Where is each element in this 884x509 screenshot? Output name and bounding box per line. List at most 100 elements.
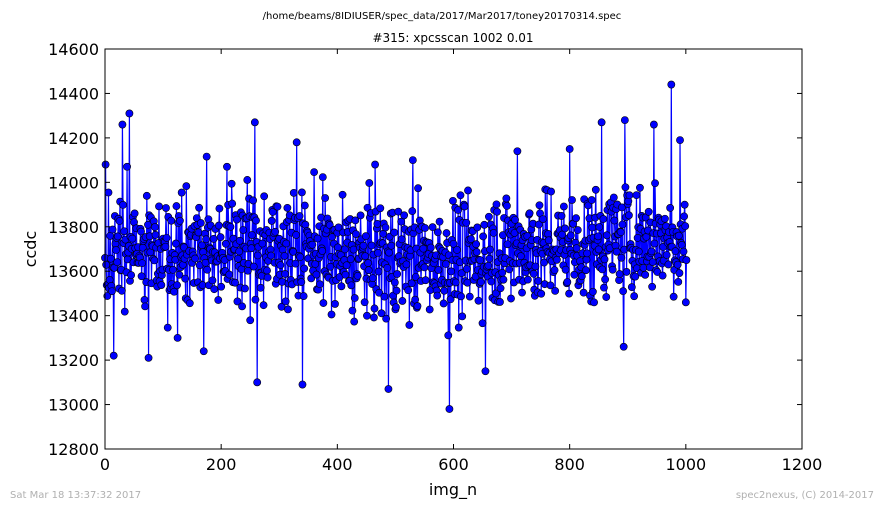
data-point	[327, 310, 336, 319]
data-point	[681, 298, 690, 307]
data-point	[577, 272, 586, 281]
data-point	[376, 204, 385, 213]
data-point	[625, 191, 634, 200]
data-point	[496, 284, 505, 293]
data-point	[278, 277, 287, 286]
data-point	[202, 235, 210, 244]
data-point	[350, 294, 359, 302]
data-point	[144, 220, 152, 229]
data-point	[267, 251, 276, 260]
data-point	[499, 275, 508, 284]
data-point	[433, 291, 442, 300]
data-point	[478, 319, 487, 328]
data-point	[347, 281, 356, 290]
data-point	[196, 219, 205, 227]
data-point	[513, 147, 522, 156]
data-point	[563, 278, 572, 286]
data-point	[600, 283, 608, 292]
data-point	[120, 227, 129, 236]
data-point	[252, 216, 260, 225]
data-point	[568, 196, 576, 204]
data-point	[185, 299, 194, 308]
data-point	[402, 260, 411, 269]
data-point	[633, 233, 642, 242]
y-tick-label: 13000	[48, 396, 99, 415]
data-point	[169, 265, 177, 274]
data-point	[544, 230, 553, 238]
data-point	[276, 261, 285, 270]
data-point	[208, 276, 217, 285]
data-point	[608, 265, 617, 274]
data-point	[671, 247, 680, 256]
data-point	[647, 247, 656, 256]
data-point	[472, 248, 481, 256]
y-tick-label: 14600	[48, 40, 99, 59]
data-point	[268, 207, 277, 216]
data-point	[338, 190, 347, 199]
data-point	[316, 280, 324, 289]
data-point	[371, 160, 379, 169]
data-point	[546, 281, 555, 290]
data-point	[365, 179, 374, 187]
data-point	[353, 271, 362, 280]
data-point	[317, 213, 325, 222]
data-point	[503, 201, 511, 210]
data-point	[180, 243, 188, 252]
data-point	[479, 232, 488, 241]
chart-suptitle: /home/beams/8IDIUSER/spec_data/2017/Mar2…	[263, 11, 622, 22]
data-point	[300, 201, 309, 210]
data-point	[177, 188, 186, 197]
data-point	[602, 231, 611, 240]
data-series	[101, 80, 691, 413]
data-point	[599, 215, 608, 223]
data-point	[283, 203, 292, 212]
data-point	[390, 228, 399, 237]
y-tick-label: 13400	[48, 307, 99, 326]
data-point	[215, 204, 224, 213]
data-point	[589, 287, 597, 296]
data-point	[458, 312, 467, 321]
data-point	[151, 223, 159, 231]
data-point	[516, 252, 525, 261]
data-point	[250, 118, 259, 127]
data-point	[561, 224, 569, 233]
data-point	[487, 277, 496, 286]
data-point	[319, 299, 328, 307]
data-point	[349, 245, 358, 254]
data-point	[102, 260, 111, 269]
data-point	[446, 295, 455, 304]
data-point	[256, 283, 265, 292]
data-point	[217, 282, 226, 291]
data-point	[625, 211, 633, 220]
data-point	[632, 191, 641, 200]
y-tick-label: 14400	[48, 84, 99, 103]
data-point	[397, 235, 406, 244]
data-point	[421, 276, 430, 285]
data-point	[364, 266, 373, 275]
data-point	[318, 247, 327, 255]
data-point	[453, 245, 461, 254]
data-point	[350, 317, 359, 326]
data-point	[308, 240, 317, 249]
data-point	[648, 258, 657, 266]
data-point	[421, 224, 429, 232]
data-point	[214, 296, 223, 304]
data-point	[612, 247, 621, 256]
data-point	[311, 260, 320, 268]
data-point	[331, 300, 339, 308]
data-point	[435, 217, 444, 226]
data-point	[644, 207, 653, 216]
data-point	[550, 266, 559, 275]
data-point	[503, 240, 512, 249]
data-point	[551, 286, 560, 295]
data-point	[259, 301, 268, 310]
data-point	[539, 215, 547, 223]
data-point	[361, 232, 370, 241]
data-point	[101, 160, 110, 169]
data-point	[496, 298, 504, 306]
data-point	[425, 305, 434, 314]
data-point	[433, 228, 442, 237]
data-point	[247, 244, 256, 253]
data-point	[602, 293, 611, 301]
data-point	[394, 207, 403, 216]
